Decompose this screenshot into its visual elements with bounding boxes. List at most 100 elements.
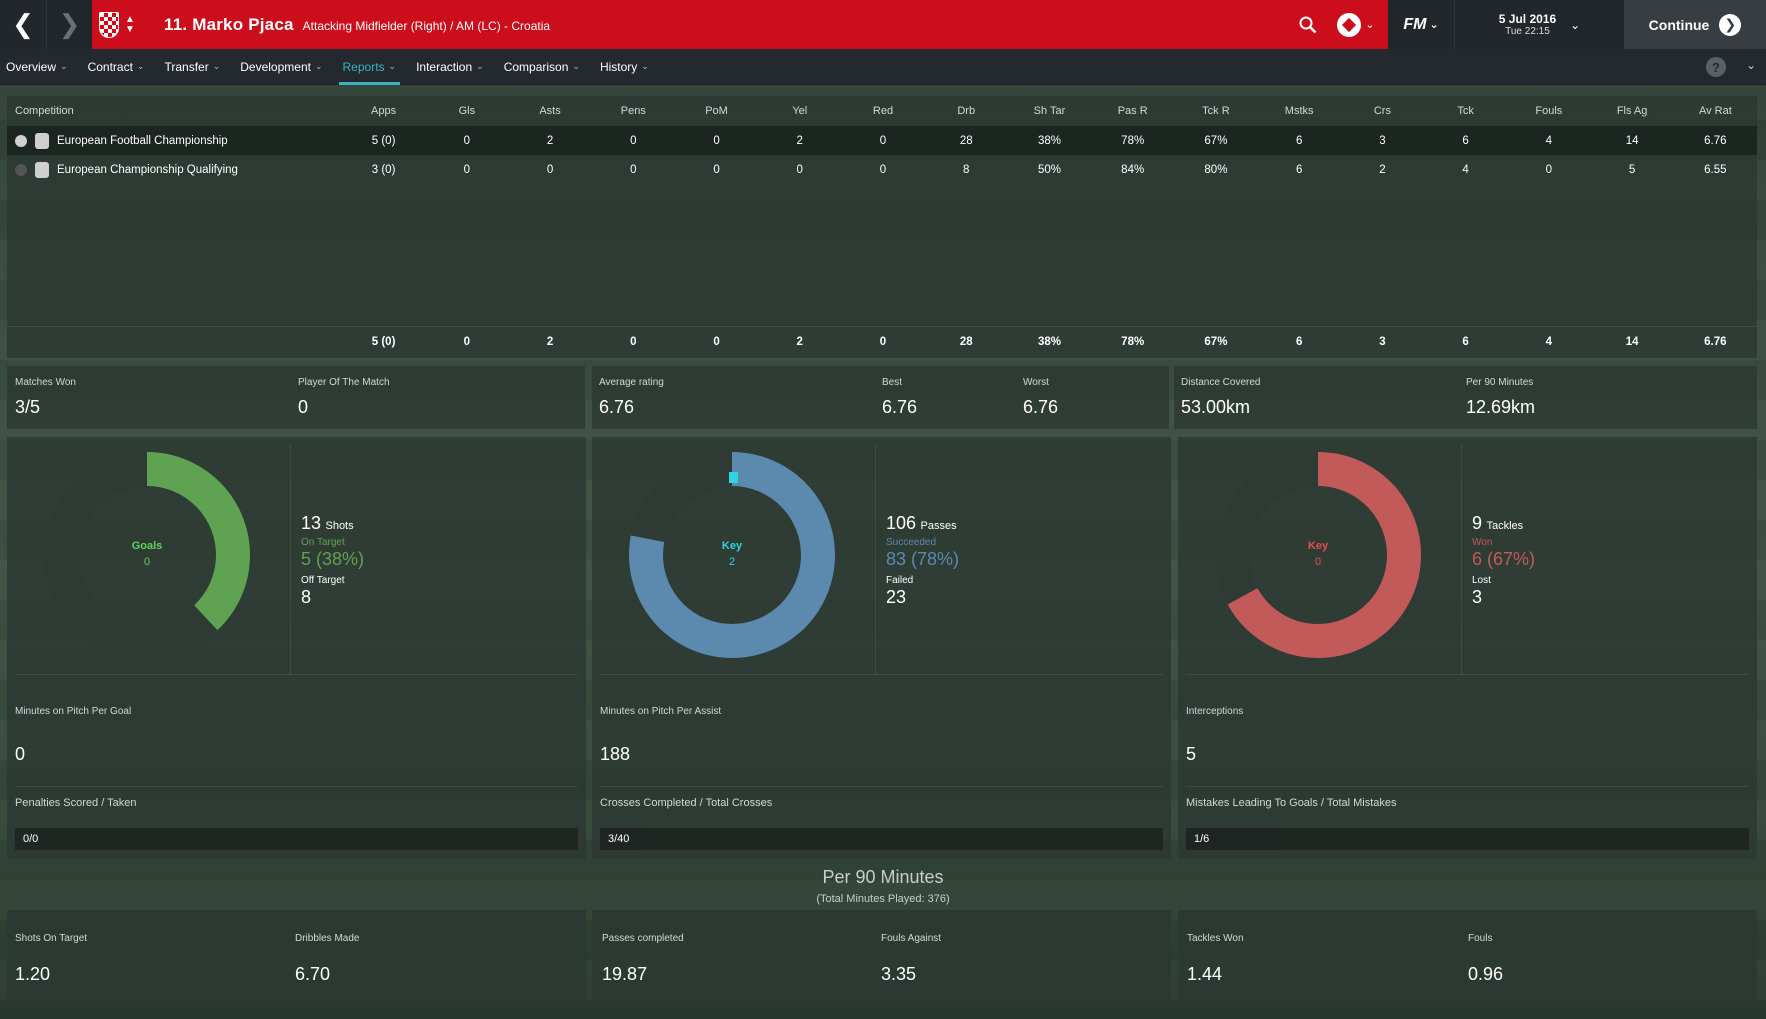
up-down-arrows-icon: ▲ ▼ [125,13,135,35]
tab-reports[interactable]: Reports ⌄ [338,49,400,85]
table-cell: 4 [1462,163,1469,176]
ratio-bar: 0/0 [15,828,578,850]
table-row[interactable]: European Championship Qualifying 3 (0) 0… [7,155,1757,184]
table-cell: 80% [1204,163,1228,176]
shooting-donut-chart [44,452,250,658]
per90-attacking-card: Shots On Target 1.20 Dribbles Made 6.70 [7,910,586,1008]
chevron-down-icon[interactable]: ⌄ [1745,58,1756,72]
ratio-bar: 1/6 [1186,828,1749,850]
table-cell: 78% [1121,134,1145,147]
column-header[interactable]: Competition [15,105,74,117]
column-header[interactable]: Asts [539,105,561,117]
ratio-value: 1/6 [1194,833,1210,845]
table-cell: 6 [1295,163,1303,176]
tab-label: Reports [342,59,385,74]
chevron-left-icon: ❮ [12,9,34,39]
per90-passing-card: Passes completed 19.87 Fouls Against 3.3… [592,910,1171,1008]
rating-summary: Average rating 6.76 Best 6.76 Worst 6.76 [592,366,1169,429]
column-header[interactable]: Pens [620,105,646,117]
date-display[interactable]: 5 Jul 2016 Tue 22:15 ⌄ [1454,0,1624,49]
total-cell: 67% [1204,335,1228,348]
chevron-down-icon: ⌄ [572,61,580,71]
donut-success-arc [1215,452,1421,658]
help-icon[interactable]: ? [1706,57,1726,77]
column-header[interactable]: Sh Tar [1033,105,1066,117]
column-header[interactable]: Av Rat [1698,105,1732,117]
per90-defending-card: Tackles Won 1.44 Fouls 0.96 [1178,910,1757,1008]
fail-label: Off Target [301,575,345,586]
defending-card: Key 0 9 Tackles Won 6 (67%) Lost 3 Interception… [1178,437,1757,859]
tab-development[interactable]: Development ⌄ [240,49,322,85]
table-cell: 50% [1037,163,1061,176]
total-label: Passes [920,520,957,532]
table-cell: 6.76 [1704,134,1727,147]
tab-history[interactable]: History ⌄ [600,49,649,85]
player-position: Attacking Midfielder (Right) / AM (LC) -… [302,18,551,33]
chevron-down-icon: ⌄ [476,61,484,71]
total-cell: 2 [546,335,554,348]
ball-menu-button[interactable]: ⌄ [1330,0,1382,49]
tab-comparison[interactable]: Comparison ⌄ [504,49,580,85]
chevron-down-icon: ⌄ [60,61,68,71]
team-switcher[interactable]: ▲ ▼ [94,0,140,49]
chevron-down-icon: ⌄ [1429,19,1439,31]
column-header[interactable]: Yel [792,105,808,117]
best-rating-value: 6.76 [882,397,918,417]
per90-value: 1.44 [1187,964,1223,984]
column-header[interactable]: Fouls [1535,105,1563,117]
continue-label: Continue [1648,16,1710,33]
tab-overview[interactable]: Overview ⌄ [6,49,68,85]
trophy-icon [35,132,49,149]
current-date: 5 Jul 2016 [1498,12,1557,26]
column-header[interactable]: Tck [1457,105,1474,117]
matches-won-value: 3/5 [15,397,41,417]
best-rating-label: Best [882,377,903,388]
forward-button[interactable]: ❯ [46,0,92,49]
column-header[interactable]: Red [872,105,894,117]
ratio-label: Mistakes Leading To Goals / Total Mistak… [1186,797,1397,809]
total-cell: 0 [713,335,720,348]
column-header[interactable]: Gls [458,105,476,117]
back-button[interactable]: ❮ [0,0,46,49]
donut-success-arc [44,452,250,658]
total-cell: 2 [796,335,803,348]
continue-button[interactable]: Continue ❯ [1624,0,1766,49]
table-cell: 0 [630,163,637,176]
tab-label: Comparison [503,59,569,74]
tab-transfer[interactable]: Transfer ⌄ [164,49,220,85]
table-cell: 0 [713,134,720,147]
tab-contract[interactable]: Contract ⌄ [88,49,145,85]
arrow-right-icon: ❯ [1719,13,1742,36]
column-header[interactable]: Apps [371,105,397,117]
total-cell: 0 [463,335,471,348]
stat-label: Minutes on Pitch Per Goal [15,706,132,717]
success-label: On Target [301,537,345,548]
fail-value: 23 [886,587,907,607]
success-label: Succeeded [886,537,937,548]
table-cell: 0 [796,163,803,176]
column-header[interactable]: Drb [957,105,976,117]
tab-interaction[interactable]: Interaction ⌄ [416,49,484,85]
ratio-bar: 3/40 [600,828,1163,850]
table-row[interactable]: European Football Championship 5 (0) 0 2… [7,126,1757,155]
table-header-row: Competition Apps Gls Asts Pens PoM Yel R… [7,96,1757,126]
column-header[interactable]: Fls Ag [1616,105,1648,117]
distance-per90-label: Per 90 Minutes [1466,377,1534,388]
search-button[interactable] [1286,0,1330,49]
tab-label: Transfer [164,59,209,74]
column-header[interactable]: Mstks [1284,105,1314,117]
ratio-value: 3/40 [608,833,630,845]
tab-label: Contract [87,59,133,74]
per90-label: Dribbles Made [295,933,360,944]
table-cell: 0 [546,163,554,176]
total-cell: 5 (0) [371,335,396,348]
table-cell: 5 [1628,163,1636,176]
column-header[interactable]: PoM [705,105,728,117]
fm-menu-button[interactable]: FM ⌄ [1388,0,1454,49]
donut-label: Key [1307,540,1329,552]
column-header[interactable]: Pas R [1117,105,1148,117]
column-header[interactable]: Tck R [1202,105,1230,117]
per90-subtitle: (Total Minutes Played: 376) [816,893,950,905]
table-cell: 84% [1121,163,1145,176]
column-header[interactable]: Crs [1373,105,1391,117]
